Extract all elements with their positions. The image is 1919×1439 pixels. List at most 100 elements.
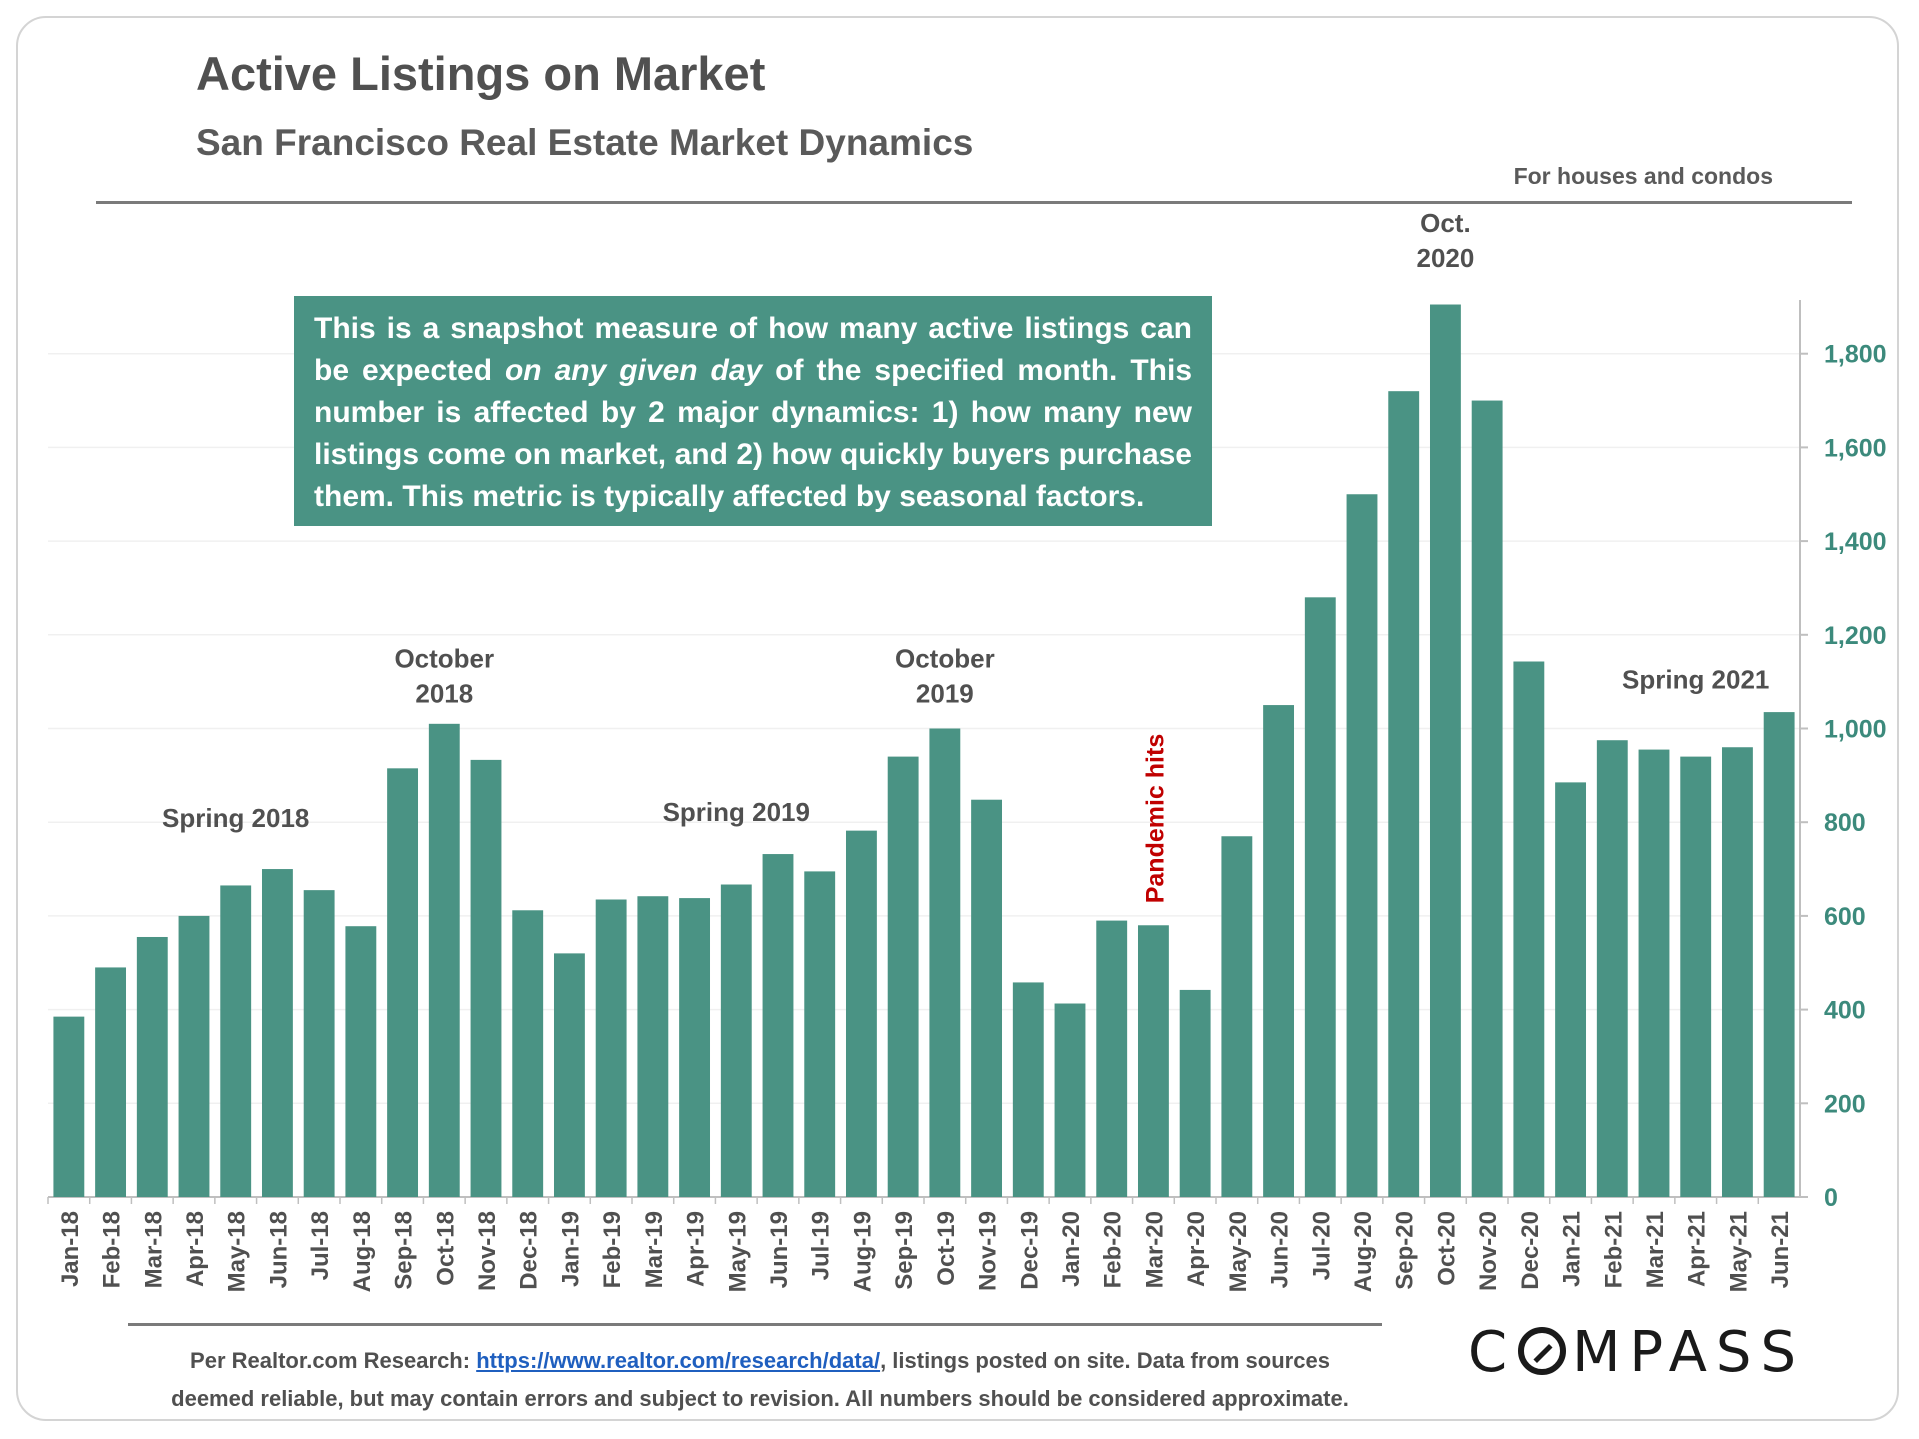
bar <box>1388 391 1420 1197</box>
x-tick-label: Jul-20 <box>1308 1211 1335 1280</box>
scope-note: For houses and condos <box>1513 163 1773 189</box>
bar <box>1429 304 1461 1197</box>
pandemic-annotation: Pandemic hits <box>1141 734 1169 904</box>
bar <box>387 768 419 1197</box>
source-link[interactable]: https://www.realtor.com/research/data/ <box>476 1348 881 1373</box>
bar <box>720 884 752 1197</box>
annotation-label: Oct. <box>1420 208 1471 238</box>
x-tick-label: Dec-18 <box>516 1211 543 1290</box>
x-tick-label: Jun-21 <box>1767 1211 1794 1288</box>
bar <box>136 936 168 1197</box>
annotation-label: 2020 <box>1417 243 1475 273</box>
y-tick-label: 1,400 <box>1824 528 1887 556</box>
y-tick-label: 200 <box>1824 1090 1866 1118</box>
y-tick-label: 800 <box>1824 809 1866 837</box>
bar <box>1179 989 1211 1197</box>
explanation-text-end: of the specified month. This number is a… <box>314 354 1192 513</box>
bar <box>1012 982 1044 1197</box>
bar <box>1555 782 1587 1197</box>
x-tick-label: Aug-18 <box>349 1211 376 1292</box>
bar <box>1304 597 1336 1197</box>
x-tick-label: Oct-18 <box>432 1211 459 1286</box>
bar <box>470 759 502 1197</box>
bar <box>345 926 377 1197</box>
bar <box>762 854 794 1197</box>
x-tick-label: Sep-18 <box>391 1211 418 1290</box>
x-tick-label: Nov-20 <box>1475 1211 1502 1291</box>
x-tick-label: Mar-20 <box>1141 1211 1168 1288</box>
x-tick-label: May-18 <box>224 1211 251 1292</box>
annotation-label: October <box>895 644 995 674</box>
annotation-label: Spring 2021 <box>1622 665 1769 695</box>
y-tick-label: 600 <box>1824 903 1866 931</box>
annotation-label: Spring 2019 <box>663 797 810 827</box>
x-tick-label: Jan-19 <box>557 1211 584 1287</box>
bar <box>1596 740 1628 1197</box>
x-tick-label: Jan-18 <box>57 1211 84 1287</box>
bar <box>95 967 127 1197</box>
x-tick-label: Sep-20 <box>1392 1211 1419 1290</box>
source-note: Per Realtor.com Research: https://www.re… <box>120 1342 1400 1418</box>
x-tick-label: Feb-20 <box>1100 1211 1127 1288</box>
x-tick-label: Feb-18 <box>99 1211 126 1288</box>
x-tick-label: Apr-19 <box>683 1211 710 1287</box>
x-tick-label: Jun-19 <box>766 1211 793 1288</box>
x-tick-label: May-19 <box>724 1211 751 1292</box>
y-tick-label: 1,600 <box>1824 434 1887 462</box>
x-tick-label: Sep-19 <box>891 1211 918 1290</box>
bar <box>1096 920 1128 1197</box>
bar <box>261 869 293 1197</box>
x-tick-label: Jun-20 <box>1267 1211 1294 1288</box>
y-tick-label: 1,000 <box>1824 716 1887 744</box>
bar <box>178 915 210 1197</box>
x-tick-label: May-21 <box>1725 1211 1752 1292</box>
bar <box>679 898 711 1197</box>
logo-o-icon <box>1518 1327 1567 1375</box>
bar <box>1513 661 1545 1197</box>
annotation-label: 2019 <box>916 679 974 709</box>
x-tick-label: Dec-19 <box>1016 1211 1043 1290</box>
bar <box>553 953 585 1197</box>
y-tick-label: 1,800 <box>1824 341 1887 369</box>
bar <box>1054 1003 1086 1197</box>
footer-divider <box>128 1323 1382 1326</box>
header-divider <box>96 201 1852 204</box>
bar <box>929 728 961 1197</box>
bar <box>804 871 836 1197</box>
bar <box>1346 494 1378 1197</box>
bar <box>1680 756 1712 1197</box>
x-tick-label: Feb-19 <box>599 1211 626 1288</box>
x-tick-label: Aug-20 <box>1350 1211 1377 1292</box>
bar <box>1221 836 1253 1197</box>
x-tick-label: Jul-18 <box>307 1211 334 1280</box>
compass-logo: C MPASS <box>1468 1320 1805 1385</box>
source-prefix: Per Realtor.com Research: <box>190 1348 477 1373</box>
x-tick-label: Apr-21 <box>1684 1211 1711 1287</box>
bar <box>845 830 877 1197</box>
chart-subtitle: San Francisco Real Estate Market Dynamic… <box>196 122 974 163</box>
source-line-1: Per Realtor.com Research: https://www.re… <box>120 1342 1400 1380</box>
bar <box>220 885 252 1197</box>
bar <box>428 723 460 1197</box>
chart-title: Active Listings on Market <box>196 47 766 100</box>
bar <box>53 1016 85 1197</box>
bar-chart: 0 200 400 600 800 1,000 1,200 1,400 1,600 1,800 Ja… <box>47 208 1887 1292</box>
x-tick-label: Apr-20 <box>1183 1211 1210 1287</box>
x-tick-label: Dec-20 <box>1517 1211 1544 1290</box>
bar <box>637 896 669 1197</box>
x-tick-label: Oct-20 <box>1433 1211 1460 1286</box>
bar <box>1763 712 1795 1197</box>
y-tick-label: 1,200 <box>1824 622 1887 650</box>
bar <box>1721 747 1753 1197</box>
annotation-label: October <box>394 644 494 674</box>
explanation-emphasis: on any given day <box>504 354 763 387</box>
bar <box>303 890 335 1197</box>
bar <box>1137 925 1169 1197</box>
explanation-box: This is a snapshot measure of how many a… <box>294 296 1212 526</box>
x-tick-label: Feb-21 <box>1600 1211 1627 1288</box>
bar <box>595 899 627 1197</box>
y-tick-label: 400 <box>1824 997 1866 1025</box>
source-line-2: deemed reliable, but may contain errors … <box>171 1386 1349 1411</box>
x-tick-label: May-20 <box>1225 1211 1252 1292</box>
x-tick-label: Jan-21 <box>1559 1211 1586 1287</box>
